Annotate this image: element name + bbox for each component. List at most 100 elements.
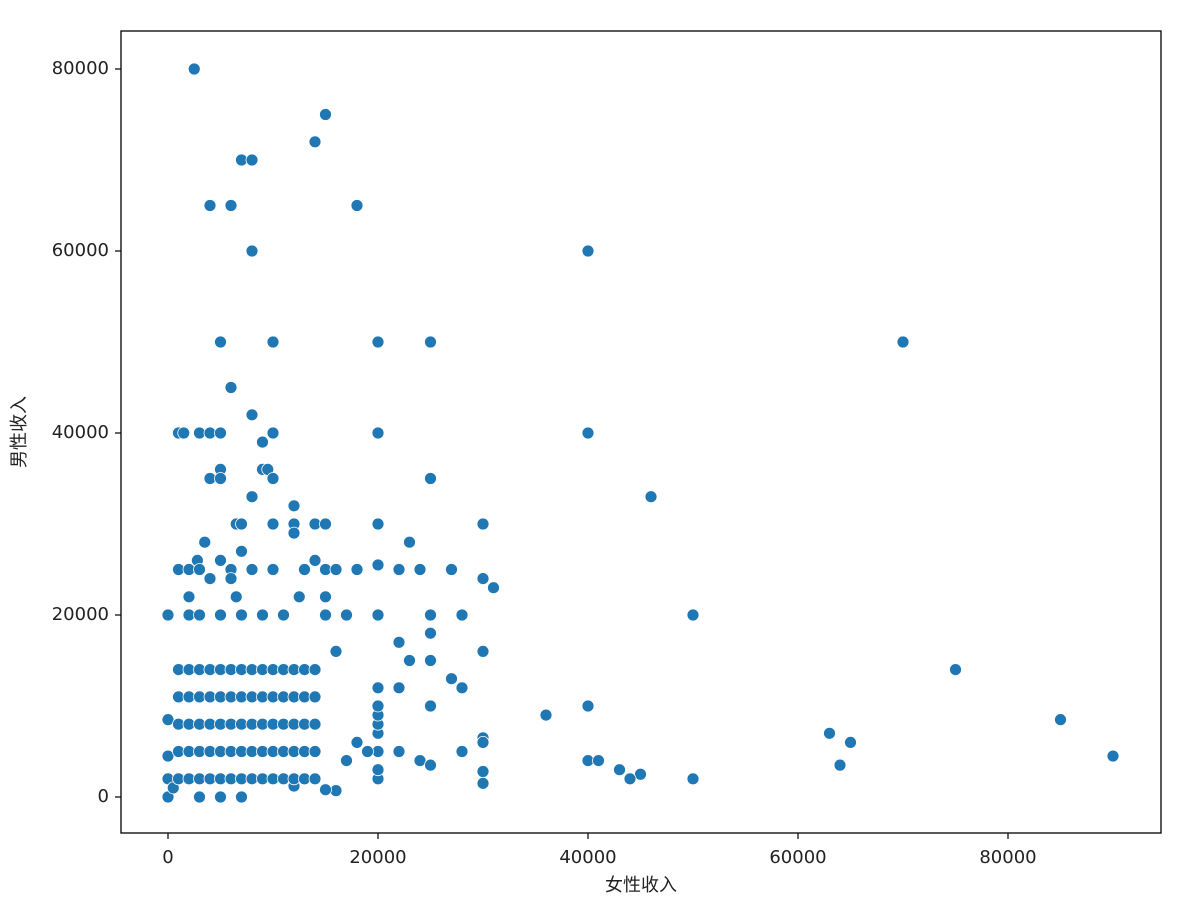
point [686,608,700,622]
x-tick-label: 40000 [559,847,616,868]
point [392,745,406,758]
y-tick-label: 0 [98,786,109,807]
point [266,335,280,349]
point [235,517,248,531]
point [287,526,301,540]
point [319,608,332,622]
point [235,790,248,804]
point [1106,749,1120,763]
x-tick-label: 80000 [979,847,1036,868]
point [455,681,469,695]
point [592,754,605,768]
point [245,153,259,167]
point [193,563,206,576]
point [266,426,280,440]
point [487,581,500,595]
point [350,736,364,749]
point [403,535,416,549]
point [266,517,280,531]
point [224,199,238,212]
point [371,558,385,572]
point [308,135,322,149]
point [371,763,385,777]
x-tick-label: 0 [162,847,173,868]
point [361,745,374,758]
point [476,572,490,586]
point [245,563,259,576]
point [350,563,364,576]
point [476,517,490,531]
point [193,790,206,804]
point [235,608,248,622]
point [371,681,385,695]
point [424,758,437,772]
point [203,572,217,586]
point [392,563,406,576]
y-axis-label: 男性收入 [9,396,30,468]
point [455,608,469,622]
point [256,435,269,449]
point [203,199,217,212]
y-tick-label: 20000 [52,604,109,625]
x-axis-label: 女性收入 [605,875,677,896]
point [308,717,322,731]
point [424,699,437,713]
point [455,745,469,758]
point [329,563,343,576]
point [445,563,458,576]
point [371,608,385,622]
point [214,790,227,804]
point [266,563,280,576]
point [581,244,595,258]
point [476,645,490,658]
point [371,699,385,713]
point [319,517,332,531]
point [214,472,227,485]
point [350,199,364,212]
point [392,635,406,649]
point [308,745,322,758]
point [392,681,406,695]
point [229,590,243,604]
point [340,608,353,622]
point [329,645,343,658]
point [298,563,311,576]
point [844,736,857,749]
point [424,608,437,622]
point [193,608,206,622]
point [371,335,385,349]
point [319,590,332,604]
point [644,490,658,504]
point [476,776,490,790]
point [424,626,437,640]
point [182,590,196,604]
point [340,754,353,768]
y-tick-label: 80000 [52,58,109,79]
point [187,62,201,76]
point [949,663,962,677]
point [424,472,437,485]
point [245,408,259,422]
point [319,783,332,797]
axes-frame [120,30,1162,834]
point [287,499,301,513]
point [214,554,227,567]
x-tick-label: 60000 [769,847,826,868]
point [424,654,437,667]
point [292,590,306,604]
point [224,381,238,394]
point [198,535,212,549]
point [371,517,385,531]
point [308,663,322,677]
point [476,765,490,778]
point [214,426,227,440]
point [581,426,595,440]
point [823,726,836,740]
point [613,763,626,777]
y-tick-label: 60000 [52,240,109,261]
point [177,426,191,440]
point [308,690,322,704]
point [413,563,427,576]
point [224,572,238,586]
